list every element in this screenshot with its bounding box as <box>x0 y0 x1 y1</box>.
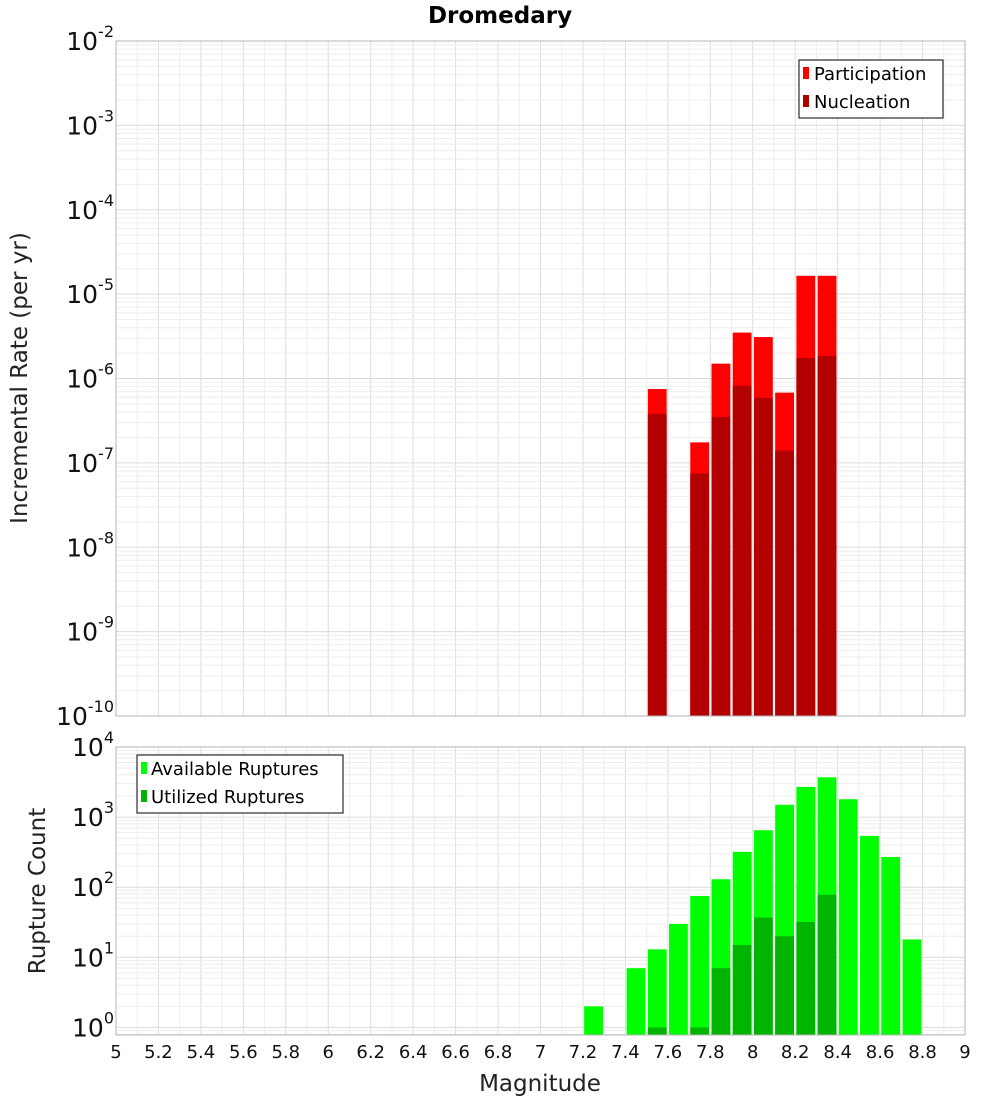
rate-gridlines <box>115 40 966 717</box>
x-tick-label: 6.4 <box>399 1042 428 1063</box>
nucleation-bar <box>690 473 710 716</box>
count-y-tick-label: 102 <box>72 868 114 902</box>
x-axis-label: Magnitude <box>479 1071 601 1097</box>
count-plot-frame <box>115 746 966 1036</box>
available-bar <box>584 1006 603 1035</box>
x-tick-label: 7.8 <box>696 1042 725 1063</box>
utilized-legend-label: Utilized Ruptures <box>151 787 304 808</box>
x-tick-label: 8 <box>747 1042 758 1063</box>
nucleation-bar <box>647 413 667 716</box>
x-tick-label: 6 <box>323 1042 334 1063</box>
count-y-tick-label: 101 <box>72 938 114 972</box>
rate-y-tick-label: 10-6 <box>66 360 114 394</box>
x-tick-label: 7.4 <box>611 1042 640 1063</box>
nucleation-bar <box>817 355 837 716</box>
x-tick-label: 5 <box>110 1042 121 1063</box>
count-y-ticks: 100 101 102 103 104 <box>72 728 114 1042</box>
count-y-tick-label: 100 <box>72 1008 114 1042</box>
utilized-bar <box>753 917 773 1035</box>
available-bar <box>690 895 710 1035</box>
rate-y-tick-label: 10-9 <box>66 613 114 647</box>
utilized-bar <box>817 894 837 1035</box>
utilized-bar <box>775 936 794 1035</box>
utilized-bar <box>732 944 752 1035</box>
x-tick-label: 7.2 <box>569 1042 598 1063</box>
available-bar <box>838 799 858 1035</box>
count-legend-box <box>136 754 344 814</box>
x-tick-label: 6.6 <box>441 1042 470 1063</box>
available-bar <box>902 939 922 1035</box>
x-tick-label: 8.2 <box>781 1042 810 1063</box>
rate-y-tick-label: 10-3 <box>66 106 114 140</box>
x-tick-label: 5.8 <box>271 1042 300 1063</box>
x-tick-label: 8.8 <box>908 1042 937 1063</box>
rate-y-tick-label: 10-8 <box>66 528 114 562</box>
rate-y-tick-label: 10-10 <box>56 697 114 731</box>
rate-legend-box <box>798 59 944 119</box>
x-tick-label: 6.8 <box>484 1042 513 1063</box>
available-legend-swatch <box>141 762 147 774</box>
count-y-axis-label: Rupture Count <box>25 808 51 974</box>
nucleation-bar <box>711 416 731 716</box>
utilized-bar <box>711 968 731 1035</box>
utilized-bar <box>647 1027 667 1035</box>
count-y-tick-label: 103 <box>72 798 114 832</box>
rate-y-tick-label: 10-2 <box>66 22 114 56</box>
chart-title: Dromedary <box>428 3 572 29</box>
rate-y-tick-label: 10-4 <box>66 191 114 225</box>
rate-y-tick-label: 10-7 <box>66 444 114 478</box>
x-tick-label: 5.4 <box>187 1042 216 1063</box>
rate-panel: 10-10 10-9 10-8 10-7 10-6 10-5 10-4 10-3 10-2 In… <box>7 22 966 731</box>
x-tick-label: 7 <box>535 1042 546 1063</box>
count-panel: 100 101 102 103 104 5 5.2 5.4 5.6 5.8 6 6.2 6.4 6.6 6… <box>25 728 971 1097</box>
x-tick-label: 5.6 <box>229 1042 258 1063</box>
nucleation-bar <box>796 357 816 716</box>
available-bar <box>669 923 688 1035</box>
nucleation-bar <box>775 450 794 716</box>
participation-legend-swatch <box>803 67 809 79</box>
nucleation-bar <box>732 385 752 716</box>
utilized-bar <box>690 1027 710 1035</box>
nucleation-legend-label: Nucleation <box>814 92 910 113</box>
count-legend: Available Ruptures Utilized Ruptures <box>136 754 344 814</box>
x-tick-label: 6.2 <box>356 1042 385 1063</box>
rate-y-ticks: 10-10 10-9 10-8 10-7 10-6 10-5 10-4 10-3 10-2 <box>56 22 114 731</box>
rate-plot-frame <box>115 40 966 717</box>
rate-legend: Participation Nucleation <box>798 59 944 119</box>
x-tick-label: 9 <box>959 1042 970 1063</box>
available-bar <box>647 949 667 1035</box>
rate-y-axis-label: Incremental Rate (per yr) <box>7 232 33 524</box>
rate-bars <box>647 275 837 716</box>
count-bars <box>584 777 922 1035</box>
available-bar <box>626 968 646 1035</box>
nucleation-bar <box>753 397 773 716</box>
x-tick-label: 7.6 <box>654 1042 683 1063</box>
count-x-ticks: 5 5.2 5.4 5.6 5.8 6 6.2 6.4 6.6 6.8 7 7.2 7.4 7.6 7.8 8… <box>110 1042 970 1063</box>
x-tick-label: 8.4 <box>823 1042 852 1063</box>
count-y-tick-label: 104 <box>72 728 114 762</box>
available-bar <box>860 835 879 1035</box>
participation-legend-label: Participation <box>814 64 926 85</box>
rate-y-tick-label: 10-5 <box>66 275 114 309</box>
x-tick-label: 8.6 <box>866 1042 895 1063</box>
utilized-legend-swatch <box>141 790 147 802</box>
x-tick-label: 5.2 <box>144 1042 173 1063</box>
utilized-bar <box>796 921 816 1035</box>
available-legend-label: Available Ruptures <box>151 759 319 780</box>
available-bar <box>881 856 901 1035</box>
nucleation-legend-swatch <box>803 95 809 107</box>
